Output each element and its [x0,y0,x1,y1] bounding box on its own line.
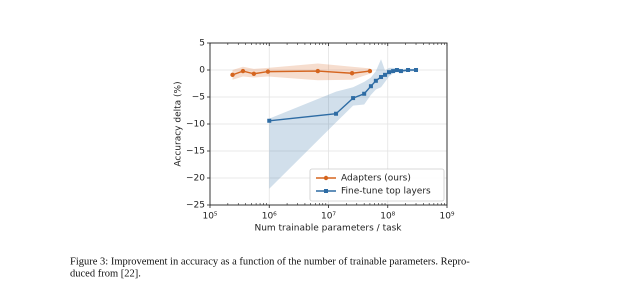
marker [368,84,373,89]
x-tick-label: 10⁷ [321,212,336,222]
x-tick-label: 10⁵ [202,212,217,222]
x-axis-label: Num trainable parameters / task [254,224,402,234]
y-tick-label: −15 [186,147,205,157]
caption-line: duced from [22]. [70,268,141,279]
legend-marker [324,189,328,193]
y-tick-label: −20 [186,174,205,184]
plot-frame [209,42,448,206]
marker [387,70,392,75]
marker [334,111,339,116]
marker [265,69,271,74]
legend-label: Adapters (ours) [341,174,411,184]
legend-marker [323,175,329,181]
y-axis-label: Accuracy delta (%) [174,81,184,166]
marker [251,71,257,76]
marker [398,69,403,74]
legend-box [309,168,445,202]
y-tick-label: −25 [186,201,205,211]
marker [373,78,378,83]
marker [391,69,396,74]
marker [230,72,235,78]
marker [394,68,399,72]
marker [351,96,356,101]
y-tick-label: −10 [186,120,205,130]
x-tick-label: 10⁹ [439,212,454,222]
marker [362,91,367,96]
y-tick-label: −5 [192,93,205,103]
y-tick-label: 0 [199,66,205,76]
marker [367,68,373,74]
x-tick-label: 10⁶ [262,212,277,222]
marker [349,71,355,76]
marker [240,68,246,74]
legend-label: Fine-tune top layers [341,187,431,197]
caption-line: Figure 3: Improvement in accuracy as a f… [70,256,470,267]
marker [383,72,388,77]
marker [406,68,411,72]
x-tick-label: 10⁸ [380,212,395,222]
marker [379,75,384,80]
y-tick-label: 5 [199,39,205,49]
marker [315,68,321,74]
marker [267,118,272,123]
marker [414,68,419,72]
